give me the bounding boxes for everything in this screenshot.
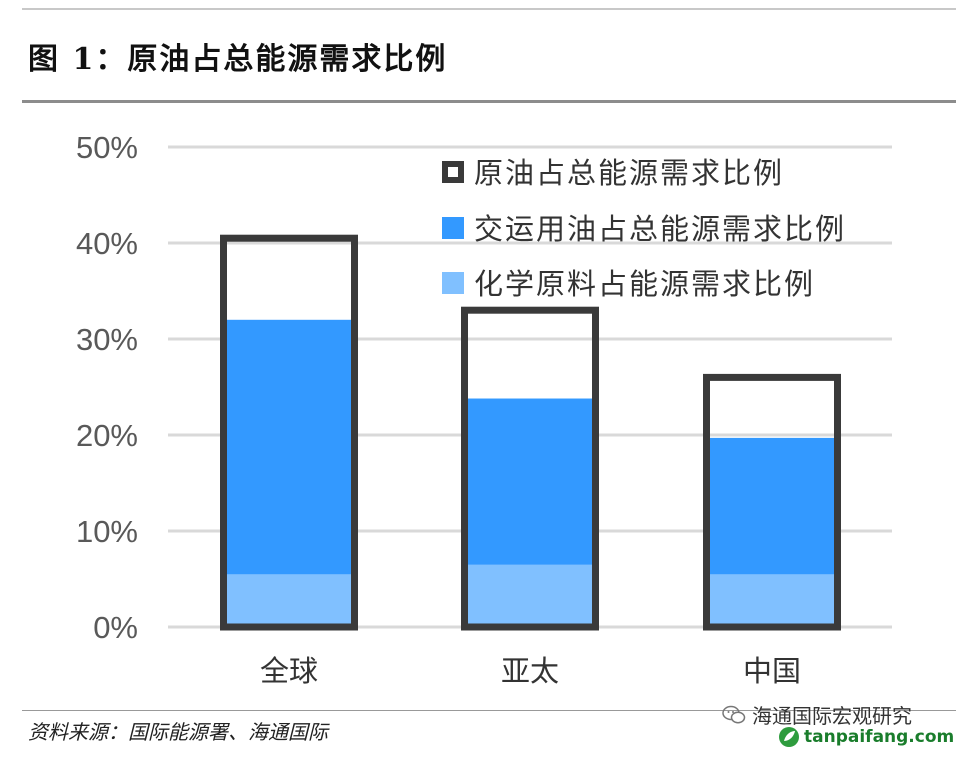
x-tick-label: 亚太	[501, 654, 559, 688]
wechat-icon	[722, 705, 746, 723]
source-note: 资料来源：国际能源署、海通国际	[28, 720, 328, 744]
wechat-account: 海通国际宏观研究	[752, 704, 912, 728]
leaf-logo-icon	[779, 727, 799, 747]
legend-label: 原油占总能源需求比例	[474, 156, 784, 190]
crude-bar-outline	[220, 234, 358, 631]
chemical-bar	[710, 574, 834, 627]
website-url: tanpaifang.com	[804, 727, 955, 747]
x-tick-label: 中国	[743, 654, 801, 688]
x-tick-label: 全球	[260, 654, 318, 688]
legend-swatch-transport	[442, 217, 464, 239]
y-tick-label: 50%	[76, 130, 138, 165]
legend-label: 交运用油占总能源需求比例	[474, 212, 846, 246]
legend-swatch-crude	[442, 161, 464, 183]
crude-bar-outline	[703, 373, 841, 631]
chemical-bar	[227, 574, 351, 627]
y-tick-label: 40%	[76, 226, 138, 261]
y-tick-label: 30%	[76, 322, 138, 357]
legend-label: 化学原料占能源需求比例	[474, 267, 815, 301]
bar-chart: 0% 10% 20% 30% 40% 50% 全球 亚太 中国 原油占总能源需求比例交运用油占…	[76, 130, 892, 688]
crude-bar-outline	[461, 306, 599, 631]
y-axis-ticks: 0% 10% 20% 30% 40% 50%	[76, 130, 138, 645]
y-tick-label: 20%	[76, 418, 138, 453]
page-title: 图 1：原油占总能源需求比例	[28, 42, 448, 77]
website-watermark: tanpaifang.com	[778, 726, 954, 748]
bars	[220, 234, 841, 631]
wechat-watermark: 海通国际宏观研究	[722, 700, 912, 729]
bottom-rule	[22, 710, 956, 711]
legend-swatch-chemical	[442, 272, 464, 294]
top-rule	[22, 8, 956, 10]
x-axis-ticks: 全球 亚太 中国	[260, 654, 801, 688]
chemical-bar	[468, 564, 592, 627]
title-rule	[22, 100, 956, 103]
y-tick-label: 0%	[93, 610, 138, 645]
y-tick-label: 10%	[76, 514, 138, 549]
